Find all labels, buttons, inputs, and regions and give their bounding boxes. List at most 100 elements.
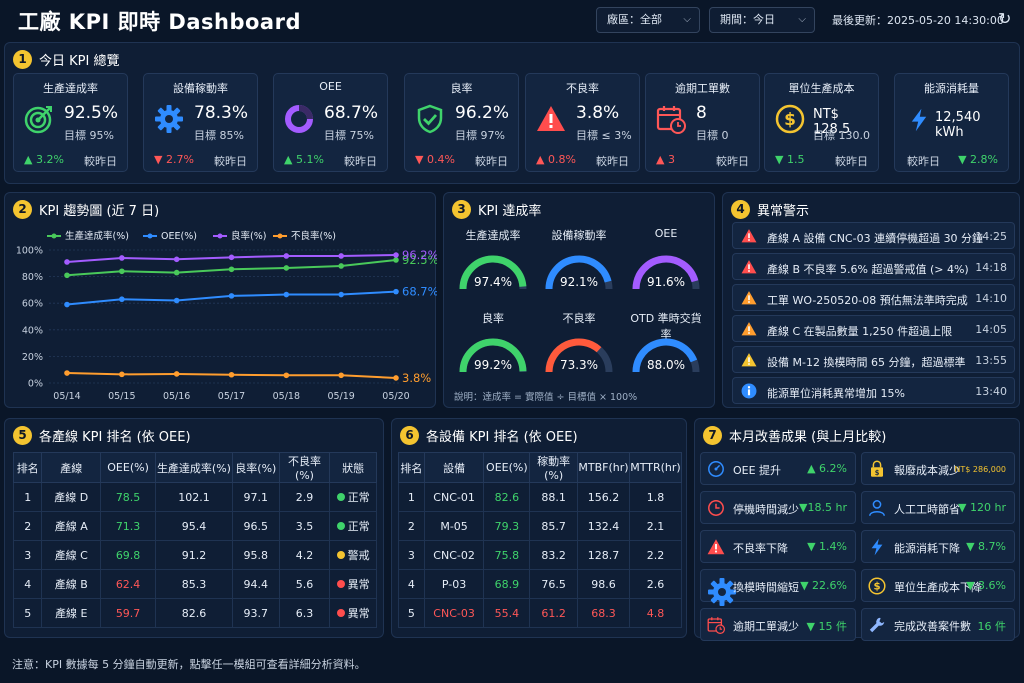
kpi-change: ▼ 1.5 (775, 153, 805, 166)
section-number: 6 (400, 425, 419, 445)
data-point (393, 288, 399, 295)
improvement-item[interactable]: 逾期工單減少 ▼ 15 件 (700, 608, 856, 641)
improvement-item[interactable]: 能源消耗下降 ▼ 8.7% (861, 530, 1015, 563)
refresh-icon[interactable]: ↻ (998, 9, 1012, 28)
improvement-item[interactable]: 換模時間縮短 ▼ 22.6% (700, 569, 856, 606)
improvement-label: 報廢成本減少 (894, 464, 960, 477)
y-tick-label: 100% (16, 246, 43, 257)
kpi-label: 能源消耗量 (924, 82, 979, 95)
table-row[interactable]: 5 產線 E 59.7 82.6 93.7 6.3 異常 (12, 598, 377, 628)
gauge-4[interactable]: 良率 99.2% (453, 310, 533, 373)
improvement-item[interactable]: $ 單位生產成本下降 ▼ 3.6% (861, 569, 1015, 602)
status-cell: 警戒 (329, 540, 377, 570)
status-badge: 異常 (347, 607, 370, 620)
alert-time: 13:40 (975, 385, 1007, 398)
legend-label: 良率(%) (231, 230, 266, 242)
improvement-item[interactable]: OEE 提升 ▲ 6.2% (700, 452, 856, 485)
kpi-card-2[interactable]: 設備稼動率 78.3% 目標 85% ▼ 2.7% 較昨日 (143, 73, 258, 172)
kpi-label: OEE (319, 80, 342, 93)
table-row[interactable]: 5 CNC-03 55.4 61.2 68.3 4.8 (398, 598, 683, 628)
improvement-value: ▼ 1.4% (807, 540, 847, 553)
table-row[interactable]: 2 M-05 79.3 85.7 132.4 2.1 (398, 511, 683, 541)
oee-cell: 78.5 (100, 482, 156, 512)
mtbf-cell: 156.2 (577, 482, 630, 512)
alert-item[interactable]: 產線 B 不良率 5.6% 超過警戒值 (> 4%) 14:18 (732, 253, 1015, 280)
kpi-value: 3.8% (576, 103, 620, 123)
table-row[interactable]: 4 P-03 68.9 76.5 98.6 2.6 (398, 569, 683, 599)
kpi-card-6[interactable]: 逾期工單數 8 目標 0 ▲ 3 較昨日 (645, 73, 760, 172)
table-row[interactable]: 4 產線 B 62.4 85.3 94.4 5.6 異常 (12, 569, 377, 599)
table-row[interactable]: 3 CNC-02 75.8 83.2 128.7 2.2 (398, 540, 683, 570)
alert-item[interactable]: 能源單位消耗異常增加 15% 13:40 (732, 377, 1015, 404)
improvement-item[interactable]: 不良率下降 ▼ 1.4% (700, 530, 856, 563)
mttr-cell: 1.8 (628, 482, 683, 512)
period-select[interactable]: 期間：今日 ⌵ (709, 7, 815, 33)
alert-item[interactable]: 工單 WO-250520-08 預估無法準時完成 14:10 (732, 284, 1015, 311)
table-row[interactable]: 2 產線 A 71.3 95.4 96.5 3.5 正常 (12, 511, 377, 541)
mttr-cell: 2.6 (628, 569, 683, 599)
achievement-cell: 82.6 (154, 598, 233, 628)
utilization-cell: 83.2 (529, 540, 578, 570)
defect-cell: 3.5 (278, 511, 331, 541)
gauge-2[interactable]: 設備稼動率 92.1% (539, 227, 619, 290)
section-title-text: 本月改善成果 (與上月比較) (729, 429, 887, 445)
status-dot (336, 493, 345, 501)
column-header: OEE(%) (483, 452, 531, 483)
improvement-item[interactable]: 人工工時節省 ▼ 120 hr (861, 491, 1015, 524)
kpi-card-5[interactable]: 不良率 3.8% 目標 ≤ 3% ▲ 0.8% 較昨日 (525, 73, 640, 172)
alert-item[interactable]: 設備 M-12 換模時間 65 分鐘，超過標準 13:55 (732, 346, 1015, 373)
area-select[interactable]: 廠區：全部 ⌵ (596, 7, 700, 33)
target-icon (24, 104, 54, 134)
kpi-trend-panel[interactable]: 2 KPI 趨勢圖 (近 7 日) 生產達成率(%) OEE(%) 良率(%) 不良率(… (4, 192, 437, 408)
warning-icon (536, 104, 566, 134)
table-row[interactable]: 1 CNC-01 82.6 88.1 156.2 1.8 (398, 482, 683, 512)
gauge-1[interactable]: 生產達成率 97.4% (453, 227, 533, 290)
kpi-change: ▲ 3 (656, 153, 675, 166)
kpi-label: 良率 (450, 82, 473, 95)
kpi-compare-label: 較昨日 (835, 155, 868, 168)
improvement-item[interactable]: 停機時間減少 ▼18.5 hr (700, 491, 856, 524)
kpi-change: ▼ 2.7% (154, 153, 194, 166)
kpi-card-3[interactable]: OEE 68.7% 目標 75% ▲ 5.1% 較昨日 (273, 73, 388, 172)
table-row[interactable]: 3 產線 C 69.8 91.2 95.8 4.2 警戒 (12, 540, 377, 570)
equipment-ranking-panel[interactable]: 6 各設備 KPI 排名 (依 OEE) 排名 設備 OEE(%) 稼動率(%) MTBF… (391, 418, 687, 638)
kpi-card-7[interactable]: 單位生產成本 $ NT$ 128.5 目標 130.0 ▼ 1.5 較昨日 (764, 73, 879, 172)
table-row[interactable]: 1 產線 D 78.5 102.1 97.1 2.9 正常 (12, 482, 377, 512)
oee-cell: 59.7 (100, 598, 156, 628)
improvement-panel[interactable]: 7 本月改善成果 (與上月比較) (694, 418, 1020, 638)
line-ranking-panel[interactable]: 5 各產線 KPI 排名 (依 OEE) 排名 產線 OEE(%) 生產達成率(%) 良率… (4, 418, 384, 638)
kpi-card-8[interactable]: 能源消耗量 12,540 kWh ▼ 2.8% 較昨日 (894, 73, 1009, 172)
kpi-card-1[interactable]: 生產達成率 92.5% 目標 95% ▲ 3.2% 較昨日 (13, 73, 128, 172)
alert-text: 產線 B 不良率 5.6% 超過警戒值 (> 4%) (767, 263, 969, 276)
warning-yellow-icon (741, 352, 757, 368)
alert-item[interactable]: 產線 A 設備 CNC-03 連續停機超過 30 分鐘 14:25 (732, 222, 1015, 249)
dollar-coin-icon: $ (868, 577, 886, 595)
gauge-arc (459, 255, 527, 290)
column-header: 狀態 (329, 452, 377, 483)
improvement-label: OEE 提升 (733, 464, 782, 477)
svg-text:$: $ (784, 110, 796, 130)
alert-item[interactable]: 產線 C 在製品數量 1,250 件超過上限 14:05 (732, 315, 1015, 342)
gauge-3[interactable]: OEE 91.6% (626, 227, 706, 290)
improvement-item[interactable]: $ 報廢成本減少 NT$ 286,000 (861, 452, 1015, 485)
svg-text:$: $ (875, 469, 880, 477)
gauge-5[interactable]: 不良率 73.3% (539, 310, 619, 373)
status-badge: 正常 (347, 491, 370, 504)
footer-note: 注意：KPI 數據每 5 分鐘自動更新，點擊任一模組可查看詳細分析資料。 (12, 658, 366, 671)
column-header: 良率(%) (231, 452, 280, 483)
y-tick-label: 40% (22, 325, 43, 336)
kpi-card-4[interactable]: 良率 96.2% 目標 97% ▼ 0.4% 較昨日 (404, 73, 519, 172)
legend-label: 不良率(%) (291, 230, 336, 242)
kpi-change: ▲ 0.8% (536, 153, 576, 166)
gauge-6[interactable]: OTD 準時交貨率 88.0% (626, 310, 706, 373)
mtbf-cell: 132.4 (577, 511, 630, 541)
mttr-cell: 2.1 (628, 511, 683, 541)
improvement-item[interactable]: 完成改善案件數 16 件 (861, 608, 1015, 641)
kpi-label: 單位生產成本 (788, 82, 855, 95)
mttr-cell: 4.8 (628, 598, 683, 628)
kpi-achievement-panel[interactable]: 3 KPI 達成率 生產達成率 97.4% 設備稼動率 92.1% OEE 91.6%… (443, 192, 715, 408)
column-header: 排名 (398, 452, 425, 483)
gauge-arc (459, 338, 527, 373)
mtbf-cell: 98.6 (577, 569, 630, 599)
achievement-cell: 85.3 (154, 569, 233, 599)
